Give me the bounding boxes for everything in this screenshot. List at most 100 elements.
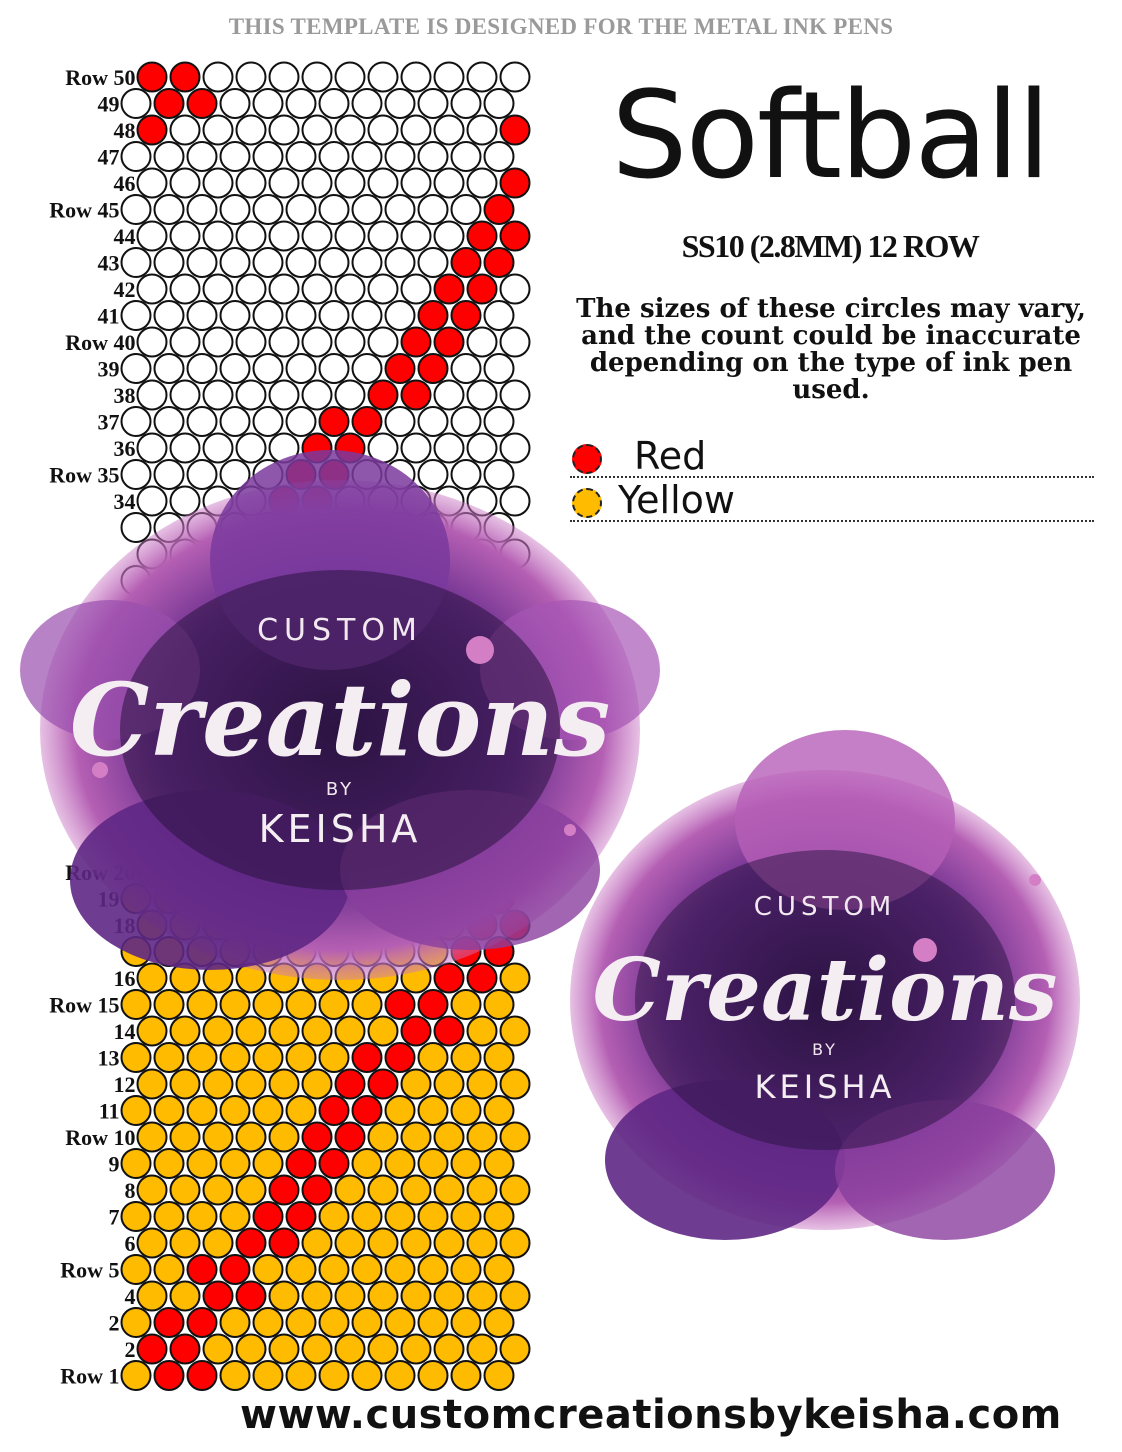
bead-circle <box>285 1307 317 1338</box>
bead-circle <box>136 1121 168 1153</box>
bead-circle <box>285 1360 317 1391</box>
website-url: www.customcreationsbykeisha.com <box>240 1392 1062 1438</box>
bead-circle <box>384 353 416 384</box>
bead-circle <box>400 61 432 93</box>
bead-circle <box>384 1360 416 1391</box>
bead-circle <box>367 61 399 93</box>
row-label: 8 <box>125 1178 136 1203</box>
bead-circle <box>483 247 515 278</box>
bead-circle <box>252 1254 284 1285</box>
bead-circle <box>400 167 432 199</box>
bead-circle <box>318 1360 350 1391</box>
bead-circle <box>351 989 383 1020</box>
bead-circle <box>433 1121 465 1153</box>
bead-circle <box>268 114 300 146</box>
bead-circle <box>136 962 168 994</box>
row-label: 48 <box>114 118 136 143</box>
bead-circle <box>499 1068 531 1100</box>
bead-circle <box>120 353 152 384</box>
bead-circle <box>367 114 399 146</box>
bead-circle <box>285 88 317 119</box>
bead-circle <box>384 141 416 172</box>
bead-circle <box>499 220 531 252</box>
bead-circle <box>400 1015 432 1047</box>
yellow-swatch-icon <box>572 488 602 518</box>
bead-circle <box>318 989 350 1020</box>
bead-circle <box>334 1068 366 1100</box>
bead-circle <box>334 1227 366 1259</box>
row-label: 9 <box>109 1152 120 1177</box>
bead-circle <box>433 61 465 93</box>
bead-circle <box>136 114 168 146</box>
bead-circle <box>450 989 482 1020</box>
bead-circle <box>318 1254 350 1285</box>
bead-circle <box>219 353 251 384</box>
bead-circle <box>219 1148 251 1179</box>
red-swatch-icon <box>572 444 602 474</box>
bead-circle <box>351 141 383 172</box>
bead-circle <box>466 61 498 93</box>
bead-circle <box>400 1227 432 1259</box>
bead-circle <box>499 61 531 93</box>
bead-circle <box>169 485 201 517</box>
bead-circle <box>417 1254 449 1285</box>
row-label: 14 <box>114 1019 136 1044</box>
page-title: Softball <box>611 67 1050 206</box>
bead-circle <box>483 1254 515 1285</box>
bead-circle <box>120 247 152 278</box>
bead-circle <box>483 1307 515 1338</box>
bead-circle <box>153 353 185 384</box>
bead-circle <box>367 1333 399 1365</box>
bead-circle <box>351 1201 383 1232</box>
bead-circle <box>268 326 300 358</box>
bead-circle <box>466 326 498 358</box>
bead-circle <box>351 88 383 119</box>
bead-circle <box>367 379 399 411</box>
bead-circle <box>169 61 201 93</box>
bead-circle <box>136 326 168 358</box>
bead-circle <box>433 273 465 305</box>
bead-circle <box>301 1333 333 1365</box>
bead-circle <box>384 1307 416 1338</box>
bead-circle <box>235 1121 267 1153</box>
custom-creations-logo: CUSTOM Creations BY KEISHA <box>570 730 1080 1240</box>
bead-circle <box>252 141 284 172</box>
bead-circle <box>153 1095 185 1126</box>
bead-circle <box>153 1360 185 1391</box>
bead-circle <box>417 406 449 437</box>
bead-circle <box>186 247 218 278</box>
bead-circle <box>235 326 267 358</box>
bead-circle <box>285 1042 317 1073</box>
bead-circle <box>202 273 234 305</box>
bead-circle <box>202 1121 234 1153</box>
bead-circle <box>153 1042 185 1073</box>
bead-circle <box>268 61 300 93</box>
bead-circle <box>450 459 482 490</box>
bead-circle <box>169 273 201 305</box>
disclaimer-text: The sizes of these circles may vary, and… <box>576 294 1086 405</box>
bead-circle <box>219 247 251 278</box>
bead-circle <box>318 1201 350 1232</box>
bead-circle <box>268 1015 300 1047</box>
row-label: Row 50 <box>65 65 135 90</box>
bead-circle <box>169 1015 201 1047</box>
bead-circle <box>252 1095 284 1126</box>
row-label: 44 <box>114 224 136 249</box>
bead-circle <box>301 220 333 252</box>
bead-circle <box>202 379 234 411</box>
bead-circle <box>186 406 218 437</box>
bead-circle <box>186 300 218 331</box>
row-label: Row 45 <box>49 198 119 223</box>
row-label: 41 <box>98 304 120 329</box>
bead-circle <box>153 406 185 437</box>
bead-circle <box>169 1174 201 1206</box>
bead-circle <box>499 167 531 199</box>
bead-circle <box>169 432 201 464</box>
logo-by-text: BY <box>326 779 354 800</box>
bead-circle <box>400 1280 432 1312</box>
bead-circle <box>252 88 284 119</box>
bead-circle <box>417 1307 449 1338</box>
bead-circle <box>120 1201 152 1232</box>
logo-top-text: CUSTOM <box>257 613 423 648</box>
legend-label: Yellow <box>618 478 735 522</box>
